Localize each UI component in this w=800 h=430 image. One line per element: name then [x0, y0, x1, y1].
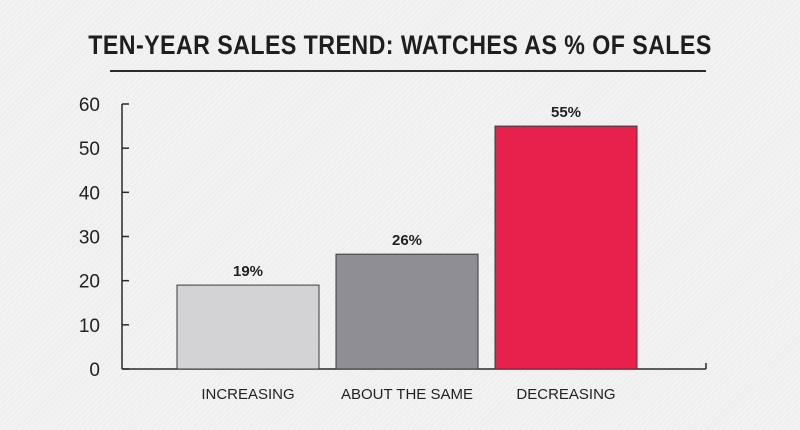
y-tick-label: 10: [79, 316, 100, 337]
labels: 19% INCREASING 26% ABOUT THE SAME 55% DECREAS…: [201, 104, 615, 403]
bars: [176, 125, 638, 370]
bar-decreasing: [494, 125, 638, 370]
y-tick-label: 20: [79, 272, 100, 293]
category-label: DECREASING: [516, 386, 615, 403]
category-label: INCREASING: [201, 386, 294, 403]
data-label: 26%: [392, 232, 422, 249]
chart-title: TEN-YEAR SALES TREND: WATCHES AS % OF SA…: [88, 30, 712, 60]
y-tick-label: 30: [79, 228, 100, 249]
data-label: 19%: [233, 263, 263, 280]
title-divider: [110, 70, 706, 72]
bar-increasing: [176, 284, 320, 370]
y-tick-label: 50: [79, 139, 100, 160]
y-tick-label: 40: [79, 183, 100, 204]
y-tick-label: 0: [89, 360, 100, 381]
data-label: 55%: [551, 104, 581, 121]
y-tick-label: 60: [79, 95, 100, 116]
bar-about-the-same: [335, 253, 479, 370]
category-label: ABOUT THE SAME: [341, 386, 473, 403]
